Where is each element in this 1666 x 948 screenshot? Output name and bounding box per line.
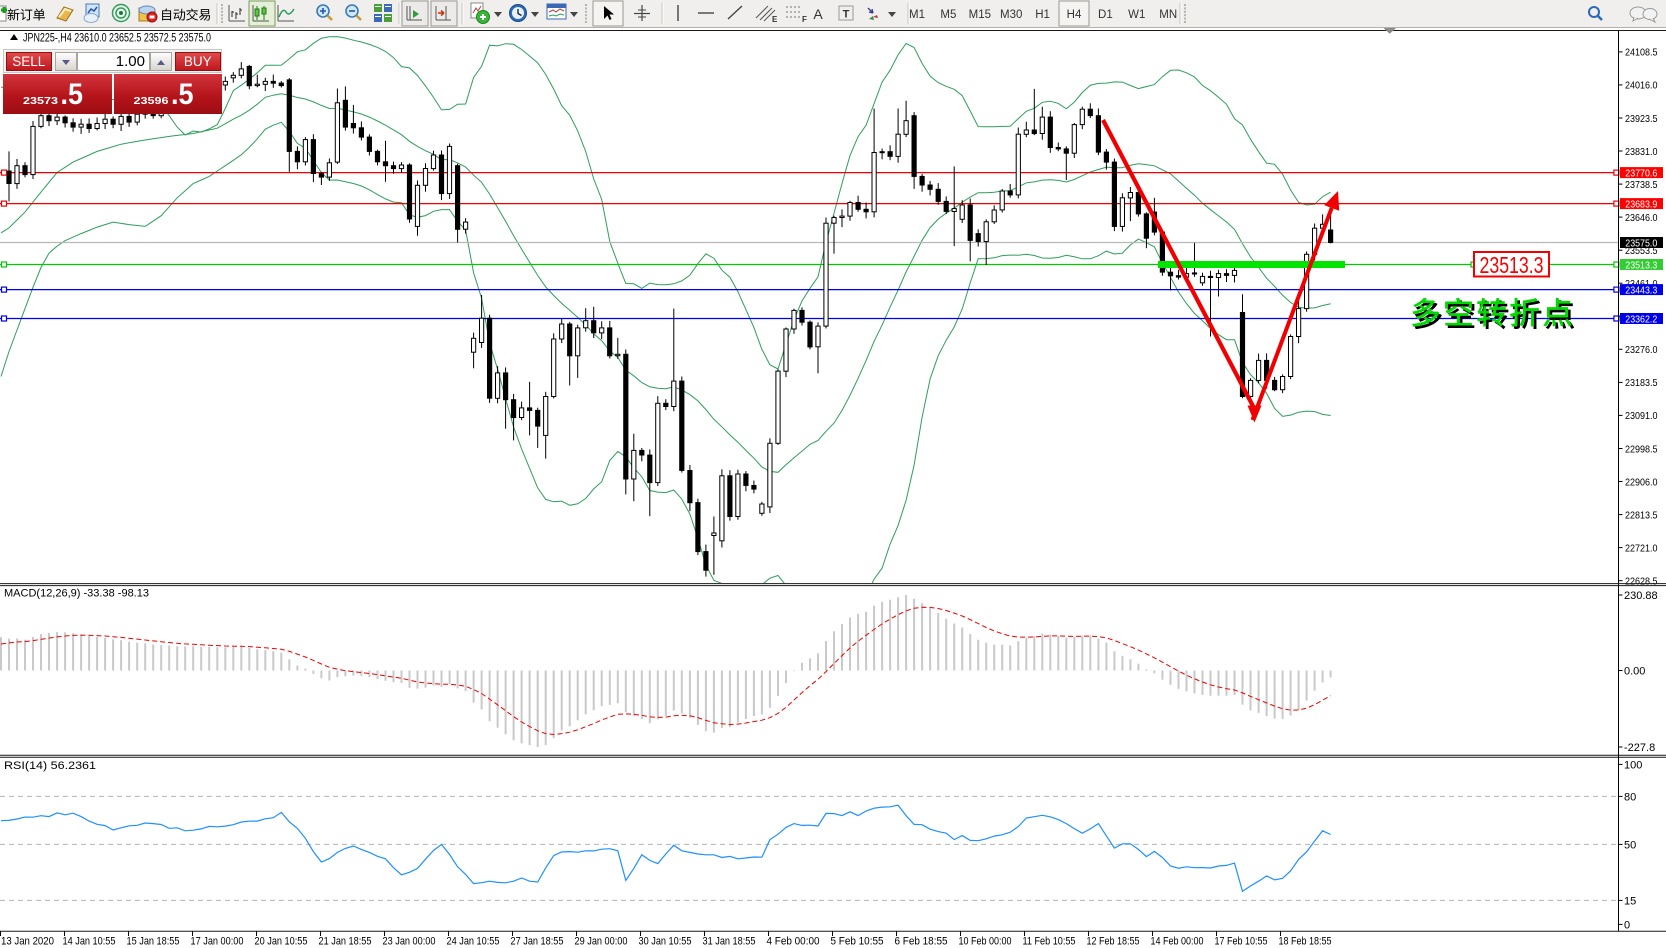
svg-text:23831.0: 23831.0 bbox=[1625, 146, 1658, 158]
svg-text:23683.9: 23683.9 bbox=[1625, 198, 1657, 210]
svg-text:F: F bbox=[802, 15, 807, 24]
svg-text:-227.8: -227.8 bbox=[1624, 742, 1655, 754]
svg-text:T: T bbox=[843, 9, 850, 21]
svg-text:23738.5: 23738.5 bbox=[1625, 179, 1658, 191]
svg-text:23596: 23596 bbox=[134, 95, 169, 107]
svg-text:0: 0 bbox=[1624, 919, 1630, 931]
svg-text:JPN225-,H4 23610.0 23652.5 23: JPN225-,H4 23610.0 23652.5 23572.5 23575… bbox=[23, 33, 211, 45]
svg-text:RSI(14) 56.2361: RSI(14) 56.2361 bbox=[4, 760, 96, 772]
svg-text:15 Jan 18:55: 15 Jan 18:55 bbox=[127, 936, 180, 948]
svg-text:23443.3: 23443.3 bbox=[1625, 284, 1657, 296]
svg-text:E: E bbox=[772, 15, 778, 24]
svg-text:M1: M1 bbox=[909, 9, 925, 21]
svg-text:27 Jan 18:55: 27 Jan 18:55 bbox=[511, 936, 564, 948]
svg-text:M15: M15 bbox=[969, 9, 991, 21]
svg-text:23923.5: 23923.5 bbox=[1625, 113, 1658, 125]
svg-text:20 Jan 10:55: 20 Jan 10:55 bbox=[255, 936, 308, 948]
svg-text:22998.5: 22998.5 bbox=[1625, 443, 1658, 455]
svg-text:0.00: 0.00 bbox=[1624, 666, 1645, 678]
svg-text:MACD(12,26,9) -33.38 -98.13: MACD(12,26,9) -33.38 -98.13 bbox=[4, 588, 149, 600]
svg-text:13 Jan 2020: 13 Jan 2020 bbox=[1, 936, 54, 948]
svg-text:H1: H1 bbox=[1035, 9, 1050, 21]
svg-text:15: 15 bbox=[1624, 895, 1636, 907]
svg-text:24016.0: 24016.0 bbox=[1625, 80, 1658, 92]
svg-text:12 Feb 18:55: 12 Feb 18:55 bbox=[1087, 936, 1140, 948]
svg-text:A: A bbox=[813, 6, 823, 22]
svg-text:6 Feb 18:55: 6 Feb 18:55 bbox=[895, 936, 948, 948]
svg-text:23513.3: 23513.3 bbox=[1480, 252, 1544, 278]
svg-text:80: 80 bbox=[1624, 791, 1636, 803]
svg-text:23091.0: 23091.0 bbox=[1625, 410, 1658, 422]
svg-text:23575.0: 23575.0 bbox=[1625, 237, 1657, 249]
svg-text:14 Feb 00:00: 14 Feb 00:00 bbox=[1151, 936, 1204, 948]
svg-text:22721.0: 22721.0 bbox=[1625, 542, 1658, 554]
svg-text:23183.5: 23183.5 bbox=[1625, 377, 1658, 389]
svg-text:4 Feb 00:00: 4 Feb 00:00 bbox=[767, 936, 820, 948]
svg-text:50: 50 bbox=[1624, 839, 1636, 851]
svg-text:100: 100 bbox=[1624, 759, 1642, 771]
svg-text:5 Feb 10:55: 5 Feb 10:55 bbox=[831, 936, 884, 948]
svg-text:230.88: 230.88 bbox=[1624, 590, 1658, 602]
svg-text:29 Jan 00:00: 29 Jan 00:00 bbox=[575, 936, 628, 948]
svg-text:23573: 23573 bbox=[23, 95, 58, 107]
svg-text:23770.6: 23770.6 bbox=[1625, 167, 1657, 179]
svg-text:22628.5: 22628.5 bbox=[1625, 576, 1658, 588]
svg-text:30 Jan 10:55: 30 Jan 10:55 bbox=[639, 936, 692, 948]
svg-text:18 Feb 18:55: 18 Feb 18:55 bbox=[1279, 936, 1332, 948]
svg-text:.5: .5 bbox=[61, 78, 84, 111]
svg-text:17 Feb 10:55: 17 Feb 10:55 bbox=[1215, 936, 1268, 948]
svg-text:.5: .5 bbox=[171, 78, 194, 111]
svg-text:21 Jan 18:55: 21 Jan 18:55 bbox=[319, 936, 372, 948]
svg-text:11 Feb 10:55: 11 Feb 10:55 bbox=[1023, 936, 1076, 948]
svg-text:W1: W1 bbox=[1128, 9, 1145, 21]
svg-text:24 Jan 10:55: 24 Jan 10:55 bbox=[447, 936, 500, 948]
svg-text:23513.3: 23513.3 bbox=[1625, 259, 1657, 271]
svg-text:23646.0: 23646.0 bbox=[1625, 212, 1658, 224]
svg-text:M30: M30 bbox=[1000, 9, 1022, 21]
svg-text:M5: M5 bbox=[940, 9, 956, 21]
svg-text:22906.0: 22906.0 bbox=[1625, 476, 1658, 488]
svg-text:23 Jan 00:00: 23 Jan 00:00 bbox=[383, 936, 436, 948]
svg-text:31 Jan 18:55: 31 Jan 18:55 bbox=[703, 936, 756, 948]
svg-text:MN: MN bbox=[1159, 9, 1177, 21]
svg-text:17 Jan 00:00: 17 Jan 00:00 bbox=[191, 936, 244, 948]
svg-text:D1: D1 bbox=[1098, 9, 1113, 21]
svg-text:24108.5: 24108.5 bbox=[1625, 47, 1658, 59]
svg-text:22813.5: 22813.5 bbox=[1625, 509, 1658, 521]
svg-text:14 Jan 10:55: 14 Jan 10:55 bbox=[63, 936, 116, 948]
svg-text:10 Feb 00:00: 10 Feb 00:00 bbox=[959, 936, 1012, 948]
svg-text:23362.2: 23362.2 bbox=[1625, 313, 1657, 325]
svg-text:23276.0: 23276.0 bbox=[1625, 344, 1658, 356]
svg-text:H4: H4 bbox=[1067, 9, 1082, 21]
